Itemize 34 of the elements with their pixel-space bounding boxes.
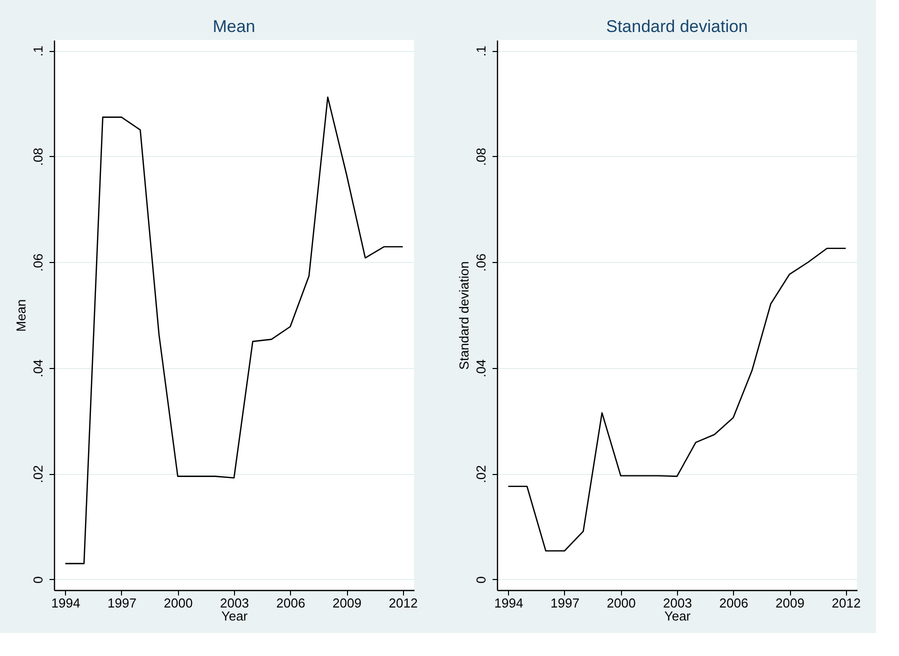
y-axis-title: Mean: [14, 299, 28, 332]
y-tick-label: 0: [30, 576, 46, 584]
chart-title: Mean: [212, 17, 256, 36]
x-tick-label: 1997: [108, 596, 136, 610]
x-tick-label: 2003: [663, 596, 692, 610]
x-tick-label: 2006: [719, 596, 748, 610]
y-tick-label: .04: [30, 359, 46, 378]
y-tick-label: .1: [474, 46, 488, 56]
x-tick-label: 2012: [832, 596, 861, 610]
x-tick-label: 1994: [51, 596, 80, 610]
x-axis-title: Year: [221, 608, 248, 624]
y-tick-label: .02: [474, 465, 488, 484]
x-axis-title: Year: [664, 608, 692, 624]
y-axis-title: Standard deviation: [456, 261, 472, 370]
y-tick-label: .08: [30, 148, 46, 166]
x-tick-label: 2003: [220, 596, 249, 610]
y-tick-label: .1: [30, 46, 46, 56]
y-tick-label: 0: [474, 576, 488, 584]
x-tick-label: 2009: [332, 596, 362, 610]
x-tick-label: 2009: [776, 596, 804, 610]
y-tick-label: .04: [474, 359, 488, 378]
y-tick-label: .06: [474, 254, 488, 272]
x-tick-label: 2000: [164, 596, 193, 610]
y-tick-label: .06: [30, 254, 46, 272]
x-tick-label: 2006: [276, 596, 306, 610]
chart-title: Standard deviation: [606, 17, 748, 36]
line-series: [64, 96, 404, 564]
x-tick-label: 2012: [388, 596, 418, 610]
line-series: [508, 248, 846, 552]
x-tick-label: 1994: [494, 596, 524, 610]
x-tick-label: 2000: [606, 596, 636, 610]
y-tick-label: .02: [30, 465, 46, 484]
x-tick-label: 1997: [550, 596, 580, 610]
y-tick-label: .08: [474, 148, 488, 166]
